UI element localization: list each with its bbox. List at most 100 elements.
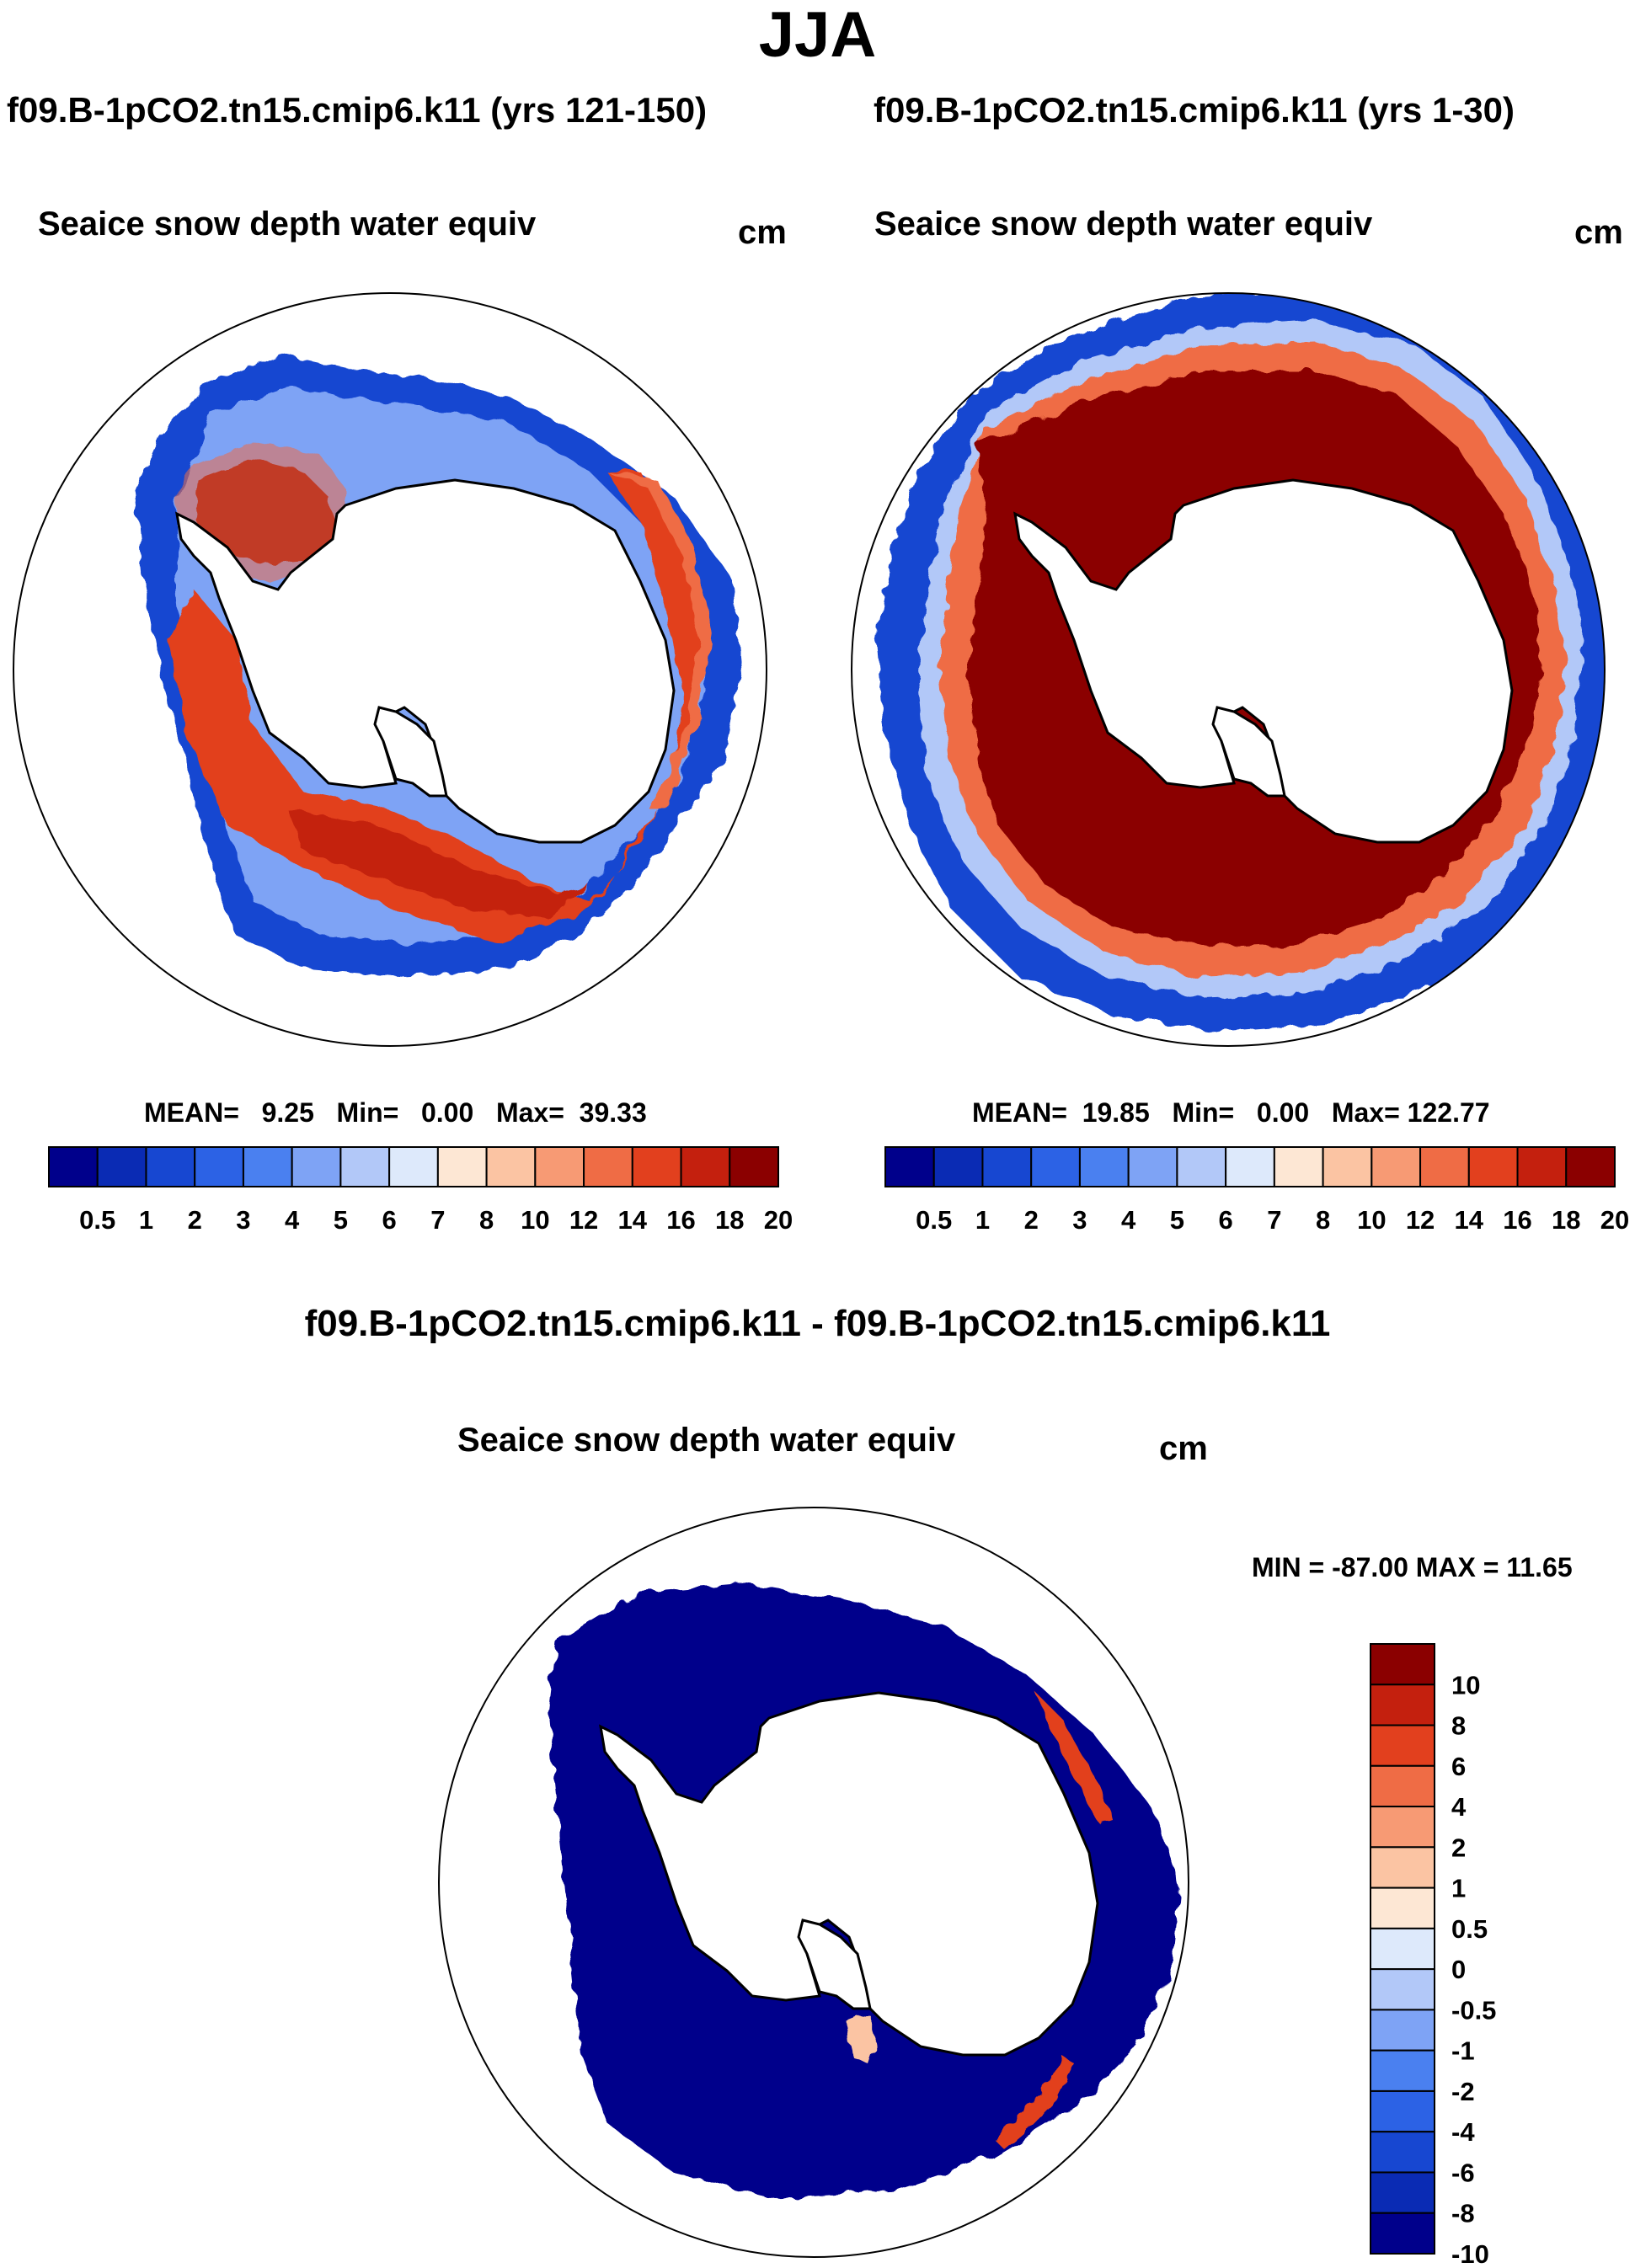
- colorbar-tick-label: 3: [1072, 1205, 1087, 1235]
- colorbar-tick-label: 6: [1219, 1205, 1233, 1235]
- colorbar-tick-label: 1: [975, 1205, 990, 1235]
- colorbar-swatch: [932, 1146, 984, 1187]
- diff-south-stripe: [994, 2055, 1074, 2148]
- diff-case-title: f09.B-1pCO2.tn15.cmip6.k11 - f09.B-1pCO2…: [304, 1303, 1331, 1344]
- colorbar-tick-label: -10: [1451, 2239, 1489, 2268]
- antarctic-peninsula: [797, 1918, 872, 2010]
- min-value: 0.00: [1256, 1097, 1310, 1128]
- colorbar-swatch: [680, 1146, 731, 1187]
- mean-label: MEAN=: [144, 1097, 239, 1128]
- colorbar-swatch: [1565, 1146, 1616, 1187]
- colorbar-swatch: [1370, 1764, 1435, 1808]
- panel1-colorbar: 0.5 1 2 3 4 5 6 7 8 10 12 14 16 18 20: [48, 1146, 793, 1235]
- colorbar-tick-label: 18: [715, 1205, 744, 1235]
- colorbar-swatch: [1371, 1146, 1422, 1187]
- colorbar-tick-label: 8: [1451, 1711, 1466, 1741]
- colorbar-tick-label: 12: [1406, 1205, 1435, 1235]
- colorbar-tick-label: 20: [1600, 1205, 1629, 1235]
- min-label: Min=: [336, 1097, 399, 1128]
- colorbar-swatch: [1370, 2131, 1435, 2174]
- colorbar-tick-label: 16: [666, 1205, 695, 1235]
- colorbar-swatch: [884, 1146, 935, 1187]
- panel1-units: cm: [738, 214, 787, 251]
- colorbar-swatch: [436, 1146, 488, 1187]
- colorbar-swatch: [388, 1146, 439, 1187]
- panel2-case-title: f09.B-1pCO2.tn15.cmip6.k11 (yrs 1-30): [874, 90, 1515, 130]
- colorbar-tick-label: -4: [1451, 2117, 1475, 2147]
- colorbar-tick-label: 4: [285, 1205, 300, 1235]
- colorbar-swatch: [1370, 1684, 1435, 1726]
- max-label: MAX =: [1415, 1552, 1499, 1582]
- colorbar-tick-label: 16: [1503, 1205, 1531, 1235]
- colorbar-swatch: [1370, 2212, 1435, 2255]
- colorbar-tick-label: 5: [334, 1205, 348, 1235]
- colorbar-swatch: [981, 1146, 1033, 1187]
- panel2-stats: MEAN= 19.85 Min= 0.00 Max= 122.77: [972, 1099, 1490, 1126]
- panel1-map-border: [13, 292, 767, 1047]
- colorbar-swatch: [96, 1146, 147, 1187]
- colorbar-swatch: [1516, 1146, 1568, 1187]
- colorbar-swatch: [1273, 1146, 1324, 1187]
- colorbar-swatch: [1078, 1146, 1130, 1187]
- colorbar-tick-label: 4: [1121, 1205, 1136, 1235]
- colorbar-swatch: [1370, 1724, 1435, 1767]
- colorbar-tick-label: 2: [1451, 1833, 1466, 1862]
- snow-dark-band: [286, 808, 590, 918]
- min-label: MIN =: [1252, 1552, 1325, 1582]
- mean-value: 9.25: [261, 1097, 314, 1128]
- diff-east-stripe: [1036, 1693, 1112, 1823]
- colorbar-swatch: [1370, 1806, 1435, 1849]
- colorbar-tick-label: 6: [382, 1205, 397, 1235]
- panel2-map: [876, 293, 1605, 1032]
- min-value: -87.00: [1332, 1552, 1408, 1582]
- colorbar-tick-label: 10: [1451, 1670, 1480, 1700]
- min-value: 0.00: [420, 1097, 474, 1128]
- colorbar-tick-label: -6: [1451, 2158, 1475, 2187]
- diff-map: [548, 1583, 1179, 2198]
- colorbar-tick-label: 14: [1455, 1205, 1484, 1235]
- antarctic-peninsula: [1211, 706, 1286, 798]
- colorbar-swatch: [1419, 1146, 1470, 1187]
- colorbar-swatch: [1370, 1927, 1435, 1971]
- colorbar-tick-label: 1: [139, 1205, 153, 1235]
- colorbar-swatch: [583, 1146, 633, 1187]
- colorbar-tick-label: 0.5: [1451, 1914, 1488, 1944]
- colorbar-swatch: [1322, 1146, 1373, 1187]
- colorbar-swatch: [1370, 2171, 1435, 2214]
- colorbar-swatch: [631, 1146, 682, 1187]
- colorbar-swatch: [1030, 1146, 1081, 1187]
- colorbar-tick-label: 20: [764, 1205, 793, 1235]
- colorbar-tick-label: -8: [1451, 2199, 1475, 2228]
- min-label: Min=: [1172, 1097, 1235, 1128]
- colorbar-tick-label: -0.5: [1451, 1995, 1496, 2025]
- colorbar-swatch: [291, 1146, 342, 1187]
- panel1-variable: Seaice snow depth water equiv: [38, 205, 537, 243]
- colorbar-swatch: [1467, 1146, 1519, 1187]
- panel1-map: [135, 354, 741, 977]
- colorbar-tick-label: 3: [236, 1205, 250, 1235]
- colorbar-swatch: [194, 1146, 244, 1187]
- colorbar-tick-label: -2: [1451, 2077, 1475, 2106]
- colorbar-tick-label: 7: [1267, 1205, 1281, 1235]
- colorbar-tick-label: 14: [618, 1205, 648, 1235]
- max-value: 11.65: [1506, 1552, 1573, 1582]
- colorbar-swatch: [1370, 2049, 1435, 2092]
- colorbar-tick-label: 8: [479, 1205, 494, 1235]
- panel1-case-title: f09.B-1pCO2.tn15.cmip6.k11 (yrs 121-150): [7, 90, 708, 130]
- colorbar-swatch: [1370, 2009, 1435, 2052]
- colorbar-swatch: [534, 1146, 585, 1187]
- mean-value: 19.85: [1082, 1097, 1150, 1128]
- colorbar-swatch: [48, 1146, 99, 1187]
- colorbar-tick-label: 2: [188, 1205, 202, 1235]
- colorbar-tick-label: 8: [1316, 1205, 1330, 1235]
- colorbar-swatch: [145, 1146, 196, 1187]
- panel2-units: cm: [1574, 214, 1623, 251]
- colorbar-swatch: [1370, 1643, 1435, 1686]
- max-value: 122.77: [1407, 1097, 1490, 1128]
- colorbar-tick-label: 10: [1357, 1205, 1386, 1235]
- diff-bellingshausen-positive: [847, 2013, 876, 2063]
- colorbar-swatch: [1370, 2089, 1435, 2133]
- colorbar-tick-label: 0.5: [79, 1205, 115, 1235]
- diff-variable: Seaice snow depth water equiv: [457, 1422, 956, 1459]
